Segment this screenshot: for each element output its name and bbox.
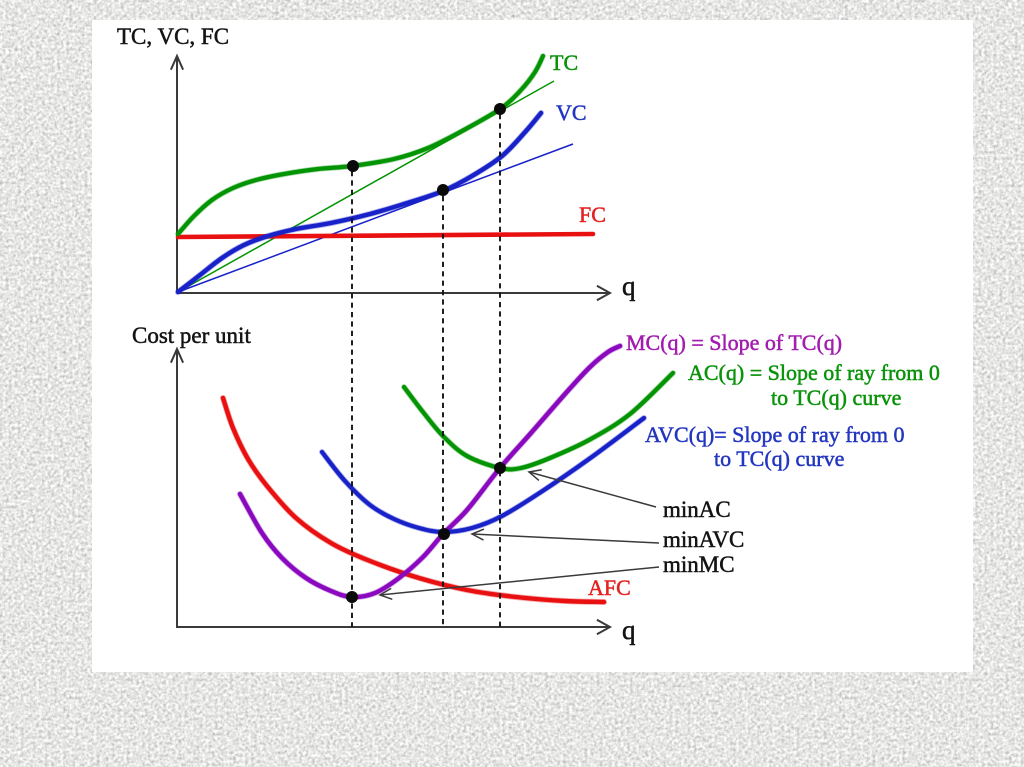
svg-text:to TC(q) curve: to TC(q) curve xyxy=(771,385,901,410)
svg-text:TC, VC, FC: TC, VC, FC xyxy=(117,24,229,49)
svg-text:TC: TC xyxy=(550,50,578,75)
svg-text:MC(q) = Slope of TC(q): MC(q) = Slope of TC(q) xyxy=(626,330,842,355)
svg-text:minAC: minAC xyxy=(663,497,731,522)
svg-text:AVC(q)= Slope of ray from 0: AVC(q)= Slope of ray from 0 xyxy=(645,422,904,447)
svg-text:VC: VC xyxy=(556,100,587,125)
svg-text:to TC(q) curve: to TC(q) curve xyxy=(714,446,844,471)
svg-text:minAVC: minAVC xyxy=(663,527,744,552)
svg-text:AC(q) = Slope of ray from 0: AC(q) = Slope of ray from 0 xyxy=(688,360,940,385)
svg-text:q: q xyxy=(622,271,636,301)
svg-text:q: q xyxy=(622,615,636,645)
svg-text:AFC: AFC xyxy=(588,575,631,600)
svg-text:minMC: minMC xyxy=(663,552,735,577)
svg-text:FC: FC xyxy=(579,202,606,227)
svg-text:Cost per unit: Cost per unit xyxy=(132,323,251,348)
